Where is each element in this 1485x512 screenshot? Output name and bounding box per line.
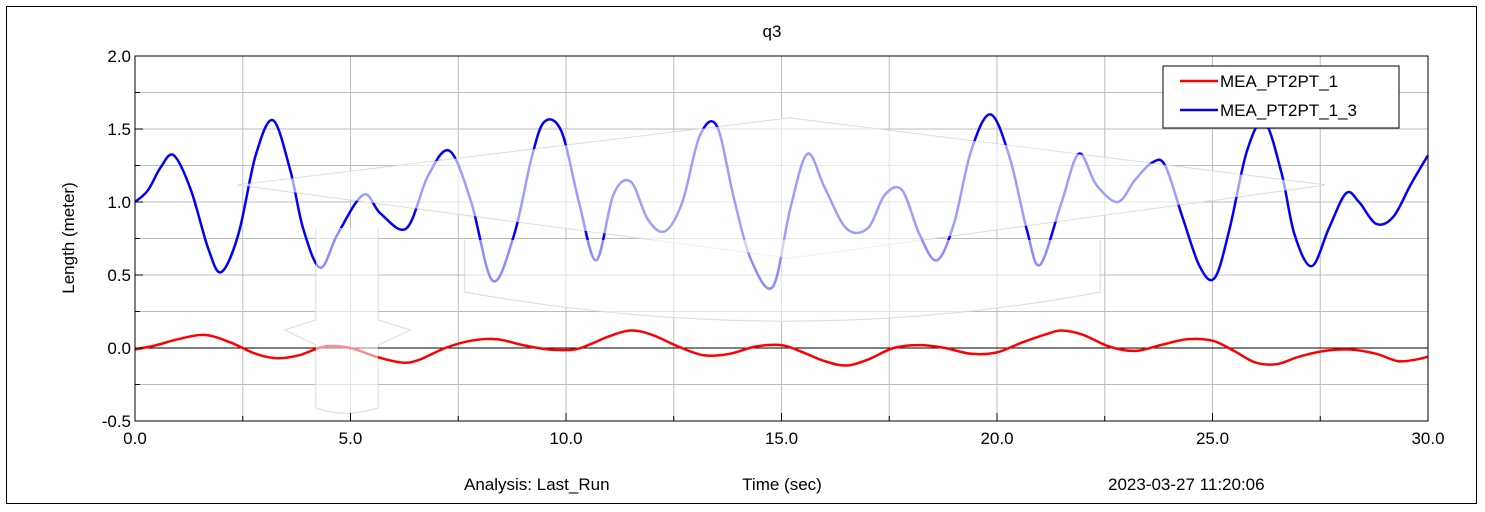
- y-tick-label: 1.0: [107, 193, 131, 212]
- overlay-wash-post: [285, 228, 410, 413]
- y-tick-label: 0.5: [107, 266, 131, 285]
- axes: [134, 55, 1429, 422]
- series-layer: [134, 113, 1430, 413]
- overlay-wash-bowl: [465, 240, 1100, 321]
- x-tick-label: 0.0: [123, 429, 147, 448]
- x-tick-label: 15.0: [765, 429, 798, 448]
- chart-title: q3: [763, 22, 782, 41]
- legend: MEA_PT2PT_1 MEA_PT2PT_1_3: [1162, 65, 1400, 129]
- y-axis-label: Length (meter): [59, 182, 78, 294]
- x-tick-label: 10.0: [549, 429, 582, 448]
- timestamp-label: 2023-03-27 11:20:06: [1108, 475, 1265, 494]
- x-tick-label: 5.0: [339, 429, 363, 448]
- y-tick-label: 2.0: [107, 47, 131, 66]
- y-tick-label: 0.0: [107, 339, 131, 358]
- y-tick-label: 1.5: [107, 120, 131, 139]
- x-tick-label: 25.0: [1196, 429, 1229, 448]
- legend-label-mea-pt2pt-1-3: MEA_PT2PT_1_3: [1220, 101, 1357, 120]
- x-tick-label: 30.0: [1411, 429, 1444, 448]
- y-tick-labels: -0.5 0.0 0.5 1.0 1.5 2.0: [102, 47, 131, 431]
- legend-label-mea-pt2pt-1: MEA_PT2PT_1: [1220, 72, 1338, 91]
- x-axis-label: Time (sec): [742, 475, 822, 494]
- legend-box: [1162, 65, 1400, 129]
- analysis-label: Analysis: Last_Run: [464, 475, 610, 494]
- x-tick-labels: 0.0 5.0 10.0 15.0 20.0 25.0 30.0: [123, 429, 1444, 448]
- y-tick-label: -0.5: [102, 412, 131, 431]
- x-tick-label: 20.0: [980, 429, 1013, 448]
- overlay-wash-ring: [238, 118, 1325, 258]
